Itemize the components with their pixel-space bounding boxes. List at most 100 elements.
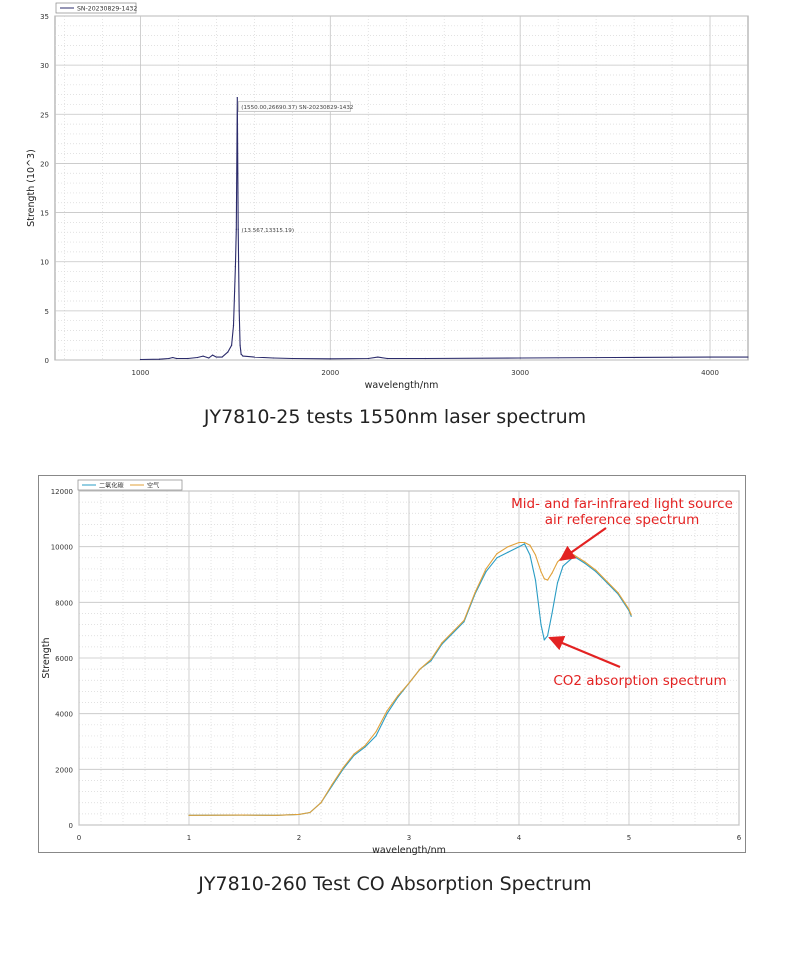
data-point <box>547 579 549 581</box>
data-point <box>211 354 214 356</box>
y-tick-label: 30 <box>40 62 49 70</box>
data-point <box>463 619 465 622</box>
data-point <box>227 351 229 353</box>
x-tick-label: 2 <box>297 834 301 842</box>
absorption-spectrum-annotation: CO2 absorption spectrum <box>553 673 727 689</box>
y-tick-label: 15 <box>40 210 49 218</box>
data-point <box>276 814 278 816</box>
data-point <box>253 356 255 358</box>
data-point <box>424 357 426 360</box>
legend-label: 空气 <box>147 482 159 490</box>
data-point <box>238 310 240 312</box>
data-point <box>353 753 355 755</box>
y-tick-label: 25 <box>40 111 49 119</box>
y-tick-label: 2000 <box>55 766 73 774</box>
data-point <box>614 356 616 359</box>
x-tick-label: 4 <box>517 834 522 842</box>
data-point <box>573 555 575 558</box>
data-point <box>543 639 545 641</box>
data-point <box>386 357 388 360</box>
data-point <box>523 543 526 545</box>
data-point <box>463 621 465 623</box>
data-point <box>196 356 198 359</box>
data-point <box>298 813 300 816</box>
data-point <box>518 546 520 548</box>
data-point <box>628 608 630 610</box>
data-point <box>430 660 432 662</box>
data-point <box>519 357 521 359</box>
data-point <box>630 615 632 617</box>
legend-box <box>55 2 137 14</box>
data-point <box>518 541 520 544</box>
y-tick-label: 0 <box>69 822 73 830</box>
data-point <box>543 578 545 580</box>
data-point <box>208 357 210 359</box>
data-point <box>215 356 217 358</box>
data-point <box>573 554 575 556</box>
reference-spectrum-annotation: Mid- and far-infrared light source air r… <box>511 496 733 528</box>
data-point <box>551 572 553 574</box>
legend-label: 二氧化碳 <box>99 482 125 490</box>
data-point <box>523 541 526 544</box>
data-point <box>534 579 537 581</box>
data-point <box>234 266 236 268</box>
data-point <box>540 624 542 626</box>
data-point <box>329 358 331 360</box>
data-point <box>139 358 142 361</box>
data-point <box>232 325 235 327</box>
data-point <box>507 546 509 548</box>
laser-spectrum-chart: 0 5 10 15 20 25 30 35 1000 2000 3000 4000 wavelength… <box>26 2 749 391</box>
point-annotation: (1550.00,26690.37) SN-20230829-1432 <box>241 105 353 111</box>
data-point <box>386 713 388 715</box>
x-tick-label: 2000 <box>321 369 339 377</box>
data-point <box>709 356 711 358</box>
reference-arrow <box>559 527 607 561</box>
x-tick-label: 6 <box>737 834 742 842</box>
plot-area <box>54 15 749 361</box>
data-point <box>430 658 432 660</box>
data-point <box>529 544 531 546</box>
y-axis-label: Strength (10^3) <box>26 149 37 227</box>
bottom-chart-caption: JY7810-260 Test CO Absorption Spectrum <box>198 873 592 895</box>
data-point <box>397 694 399 697</box>
data-point <box>496 557 498 559</box>
x-tick-label: 4000 <box>701 369 719 377</box>
y-tick-label: 35 <box>40 13 49 21</box>
y-tick-label: 4000 <box>55 711 73 719</box>
data-point <box>547 635 549 637</box>
data-point <box>242 355 244 357</box>
data-point <box>419 668 421 670</box>
data-point <box>367 357 369 360</box>
data-point <box>188 814 190 816</box>
data-point <box>606 580 608 583</box>
data-point <box>386 710 388 712</box>
y-axis-label: Strength <box>41 637 52 678</box>
x-axis-label: wavelength/nm <box>372 845 446 856</box>
data-point <box>584 561 586 563</box>
data-point <box>452 630 454 633</box>
x-tick-label: 1000 <box>132 369 150 377</box>
data-point <box>485 571 487 573</box>
data-point <box>630 614 632 616</box>
co2-absorption-chart: 0 2000 4000 6000 8000 10000 12000 0 1 2 3 4 5 6 wavele… <box>38 475 746 856</box>
point-annotation: (13.567,13315.19) <box>242 228 294 234</box>
x-tick-label: 3 <box>407 834 411 842</box>
data-point <box>562 565 564 567</box>
data-point <box>309 811 311 814</box>
y-tick-label: 12000 <box>51 488 73 496</box>
y-tick-label: 20 <box>40 160 49 168</box>
data-point <box>331 784 333 786</box>
y-tick-label: 10000 <box>51 544 73 552</box>
data-point <box>529 554 531 556</box>
legend-label: SN-20230829-1432 <box>77 6 137 13</box>
data-point <box>507 551 509 553</box>
data-point <box>320 802 322 804</box>
data-point <box>617 591 619 594</box>
data-point <box>202 355 204 357</box>
series-line-1 <box>188 543 632 816</box>
data-point <box>540 571 542 573</box>
data-point <box>551 612 553 615</box>
y-tick-label: 6000 <box>55 655 73 663</box>
y-tick-label: 5 <box>45 308 49 316</box>
data-point <box>291 357 293 360</box>
